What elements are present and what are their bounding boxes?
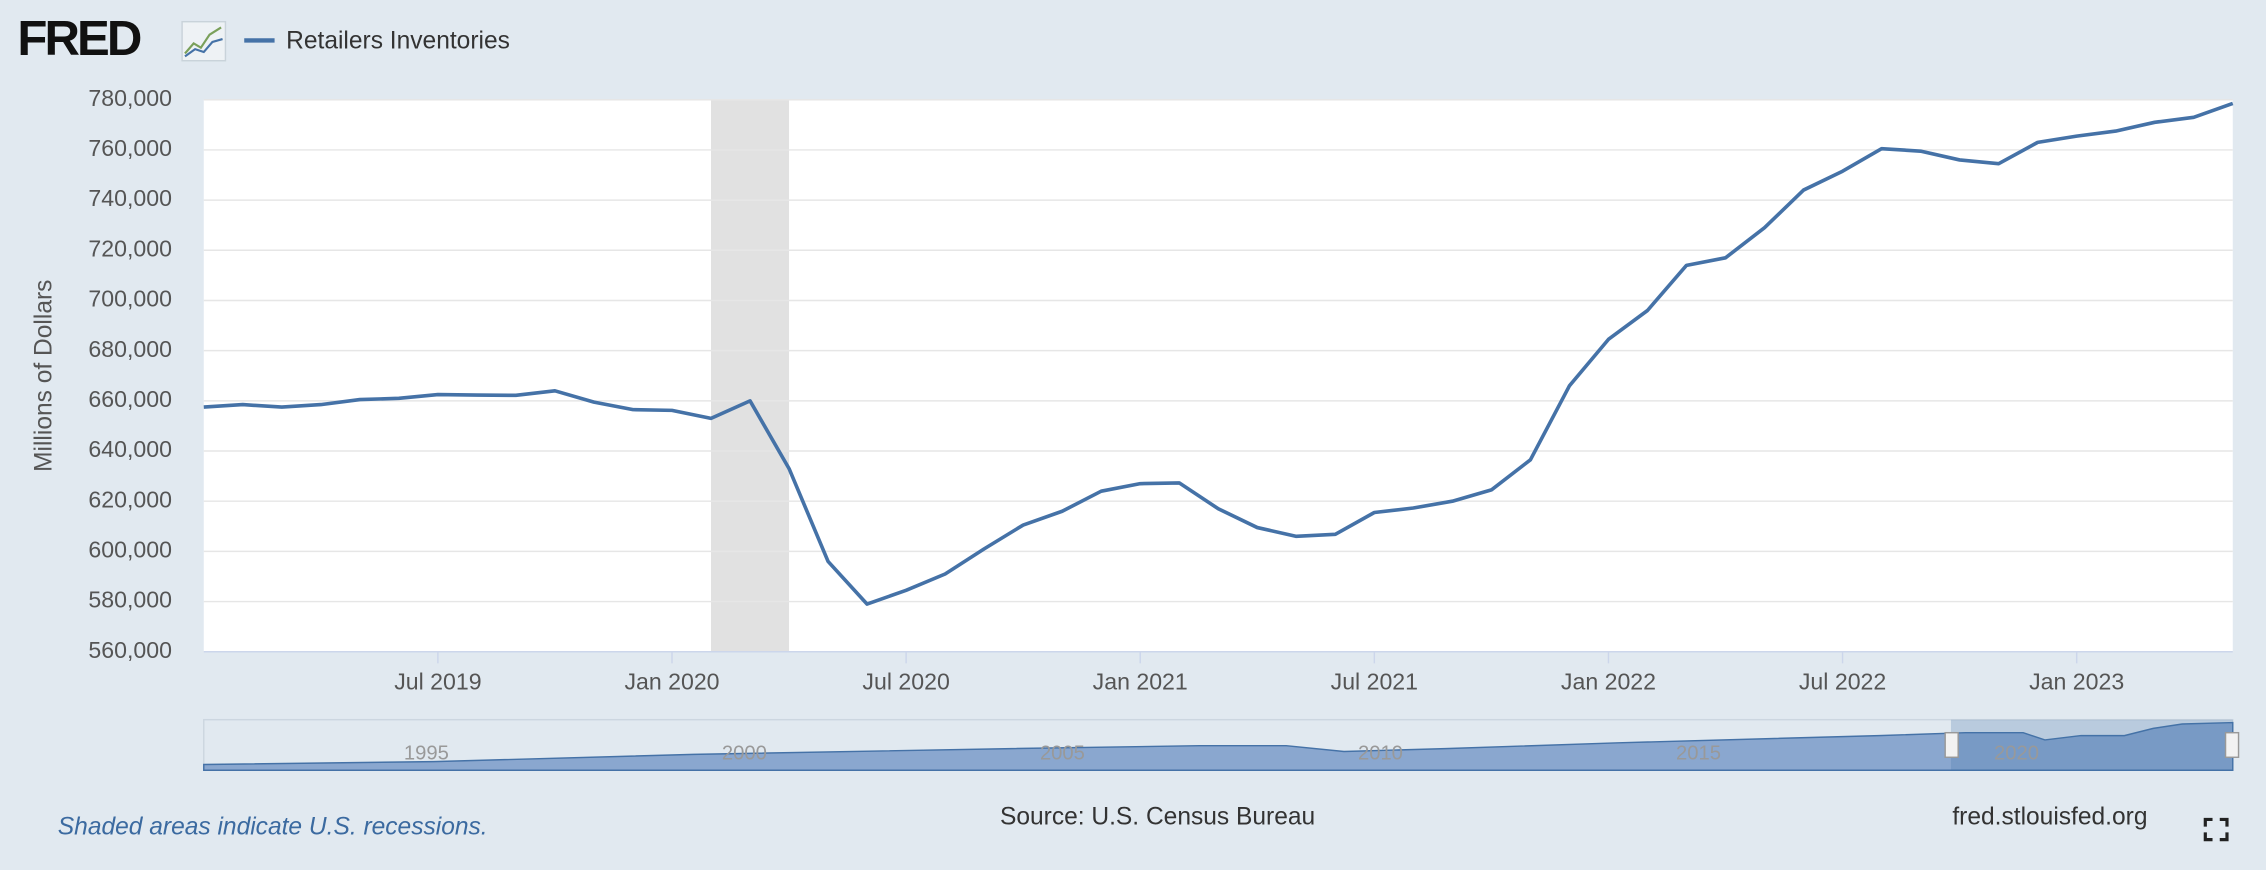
logo[interactable]: FRED xyxy=(17,12,143,66)
y-tick-label: 780,000 xyxy=(88,85,172,111)
y-axis-label: Millions of Dollars xyxy=(30,280,57,472)
x-tick-label: Jan 2021 xyxy=(1093,669,1188,695)
logo-icon xyxy=(181,20,227,62)
navigator-tick-label: 2020 xyxy=(1994,743,2039,765)
y-tick-label: 760,000 xyxy=(88,135,172,161)
x-tick-label: Jul 2020 xyxy=(862,669,949,695)
navigator-tick-label: 2000 xyxy=(722,743,767,765)
x-tick-label: Jul 2022 xyxy=(1799,669,1886,695)
site-link[interactable]: fred.stlouisfed.org xyxy=(1952,803,2147,830)
navigator-tick-label: 2005 xyxy=(1040,743,1085,765)
y-tick-label: 680,000 xyxy=(88,336,172,362)
fullscreen-icon[interactable] xyxy=(2203,817,2229,842)
y-tick-label: 740,000 xyxy=(88,185,172,211)
source: Source: U.S. Census Bureau xyxy=(1000,803,1315,830)
legend-label[interactable]: Retailers Inventories xyxy=(286,27,510,54)
x-tick-label: Jan 2022 xyxy=(1561,669,1656,695)
x-tick-label: Jul 2021 xyxy=(1331,669,1418,695)
navigator-tick-label: 1995 xyxy=(404,743,449,765)
plot-area xyxy=(203,99,2233,652)
navigator-handle[interactable] xyxy=(1944,731,1959,758)
y-tick-label: 580,000 xyxy=(88,587,172,613)
y-tick-label: 640,000 xyxy=(88,436,172,462)
navigator-tick-label: 2015 xyxy=(1676,743,1721,765)
x-tick-label: Jul 2019 xyxy=(394,669,481,695)
y-tick-label: 720,000 xyxy=(88,235,172,261)
navigator-selection[interactable] xyxy=(1950,719,2233,771)
y-tick-label: 660,000 xyxy=(88,386,172,412)
y-tick-label: 560,000 xyxy=(88,637,172,663)
y-tick-label: 700,000 xyxy=(88,286,172,312)
navigator: 1995 2000 2005 2010 2015 2020 xyxy=(203,718,2240,771)
y-tick-label: 620,000 xyxy=(88,486,172,512)
navigator-area xyxy=(203,721,2234,771)
series-line xyxy=(203,101,2234,606)
x-tick-label: Jan 2020 xyxy=(624,669,719,695)
recession-note: Shaded areas indicate U.S. recessions. xyxy=(58,814,488,841)
x-tick-label: Jan 2023 xyxy=(2029,669,2124,695)
y-tick-label: 600,000 xyxy=(88,537,172,563)
navigator-handle[interactable] xyxy=(2224,731,2240,758)
recession-shade xyxy=(711,99,790,652)
navigator-tick-label: 2010 xyxy=(1358,743,1403,765)
